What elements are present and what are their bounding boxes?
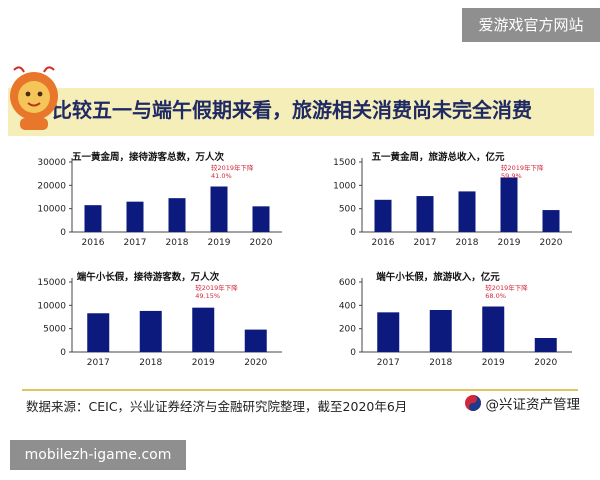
brand-logo-text: @兴证资产管理 [485,397,581,413]
bar [192,307,215,352]
chart-annotation: 68.0% [485,292,506,300]
y-tick-label: 400 [339,301,356,311]
x-tick-label: 2016 [82,238,105,248]
x-tick-label: 2020 [534,358,557,368]
y-tick-label: 1500 [333,158,356,168]
y-tick-label: 1000 [333,181,356,191]
bar [458,191,476,232]
x-tick-label: 2019 [482,358,505,368]
bar [210,186,228,232]
y-tick-label: 5000 [43,325,66,335]
y-tick-label: 200 [339,325,356,335]
y-tick-label: 30000 [37,158,66,168]
bar [374,199,392,232]
x-tick-label: 2020 [244,358,267,368]
x-tick-label: 2017 [377,358,400,368]
x-tick-label: 2018 [429,358,452,368]
chart-title: 五一黄金周，旅游总收入，亿元 [371,151,505,163]
bar [244,329,267,352]
bar [429,310,452,352]
watermark-top: 爱游戏官方网站 [462,8,600,42]
chart-title: 端午小长假，接待游客数，万人次 [77,271,220,283]
y-tick-label: 0 [60,348,66,358]
bar [534,338,557,352]
y-tick-label: 600 [339,278,356,288]
page-title: 比较五一与端午假期来看，旅游相关消费尚未完全消费 [52,98,532,122]
y-tick-label: 20000 [37,181,66,191]
chart-annotation: 较2019年下降 [211,163,254,172]
x-tick-label: 2017 [414,238,437,248]
x-tick-label: 2020 [250,238,273,248]
bar [416,196,434,232]
y-tick-label: 0 [350,348,356,358]
bar [126,201,144,232]
x-tick-label: 2016 [372,238,395,248]
x-tick-label: 2020 [540,238,563,248]
bar [84,205,102,232]
chart-annotation: 49.15% [195,292,220,300]
chart-annotation: 59.9% [501,172,522,180]
chart-duanwu-visitors: 端午小长假，接待游客数，万人次 15000 10000 5000 0 2017 2018 20… [37,271,282,368]
y-tick-label: 0 [60,228,66,238]
lion-mascot-icon [10,66,58,130]
chart-annotation: 41.0% [211,172,232,180]
y-tick-label: 10000 [37,301,66,311]
chart-annotation: 较2019年下降 [501,163,544,172]
bar [87,313,110,352]
bar [168,198,186,232]
x-tick-label: 2018 [456,238,479,248]
x-tick-label: 2017 [87,358,110,368]
chart-annotation: 较2019年下降 [195,283,238,292]
source-note: 数据来源：CEIC，兴业证券经济与金融研究院整理，截至2020年6月 [26,399,408,414]
brand-logo-icon [464,395,481,411]
chart-wuyi-revenue: 五一黄金周，旅游总收入，亿元 1500 1000 500 0 2016 2017 2018 20… [333,151,572,248]
bar [252,206,270,232]
y-tick-label: 0 [350,228,356,238]
chart-wuyi-visitors: 五一黄金周，接待游客总数，万人次 30000 20000 10000 0 2016 2017… [37,151,282,248]
chart-duanwu-revenue: 端午小长假，旅游收入，亿元 600 400 200 0 2017 2018 2019 2020 较… [339,271,572,368]
x-tick-label: 2019 [192,358,215,368]
chart-title: 端午小长假，旅游收入，亿元 [376,271,500,283]
x-tick-label: 2019 [208,238,231,248]
brand-logo: @兴证资产管理 [464,393,581,413]
title-band: 比较五一与端午假期来看，旅游相关消费尚未完全消费 [8,88,594,136]
chart-annotation: 较2019年下降 [485,283,528,292]
bar [139,310,162,352]
watermark-bottom: mobilezh-igame.com [10,440,186,470]
y-tick-label: 10000 [37,205,66,215]
chart-title: 五一黄金周，接待游客总数，万人次 [72,151,225,163]
bar [377,312,400,352]
source-divider [22,389,578,391]
bar [482,306,505,352]
y-tick-label: 15000 [37,278,66,288]
bar [500,177,518,232]
x-tick-label: 2018 [139,358,162,368]
x-tick-label: 2017 [124,238,147,248]
bar [542,210,560,232]
x-tick-label: 2019 [498,238,521,248]
x-tick-label: 2018 [166,238,189,248]
y-tick-label: 500 [339,205,356,215]
